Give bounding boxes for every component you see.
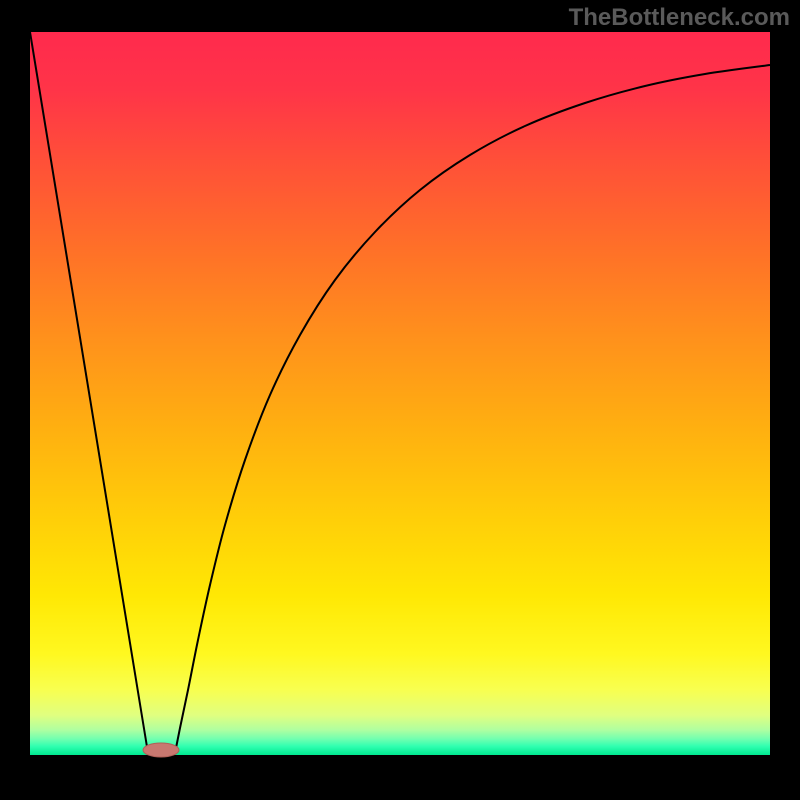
chart-canvas: TheBottleneck.com [0,0,800,800]
chart-svg [0,0,800,800]
plot-area [30,32,770,755]
watermark-text: TheBottleneck.com [569,4,790,32]
bottleneck-marker [143,743,179,757]
